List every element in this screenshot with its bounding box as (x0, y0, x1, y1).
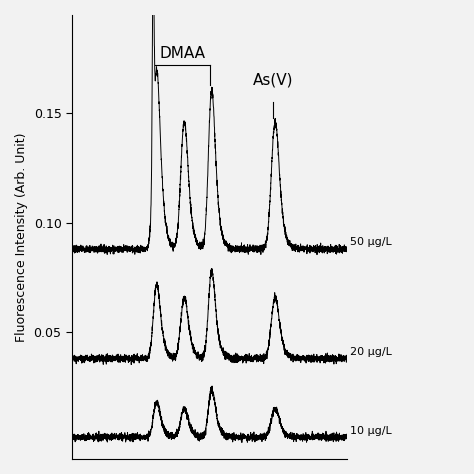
Text: As(V): As(V) (253, 72, 293, 87)
Y-axis label: Fluorescence Intensity (Arb. Unit): Fluorescence Intensity (Arb. Unit) (15, 132, 28, 342)
Text: 20 μg/L: 20 μg/L (350, 347, 392, 357)
Text: DMAA: DMAA (159, 46, 205, 61)
Text: 10 μg/L: 10 μg/L (350, 426, 392, 436)
Text: 50 μg/L: 50 μg/L (350, 237, 392, 247)
